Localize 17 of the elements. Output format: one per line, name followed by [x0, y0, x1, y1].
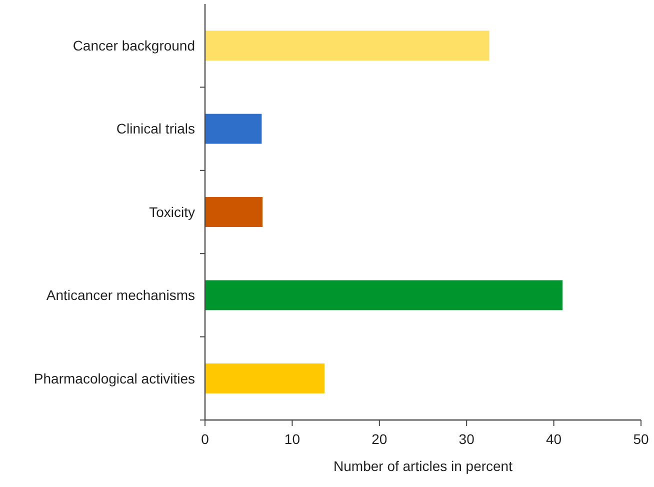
bar: [205, 363, 324, 394]
bar: [205, 280, 563, 310]
bar: [205, 197, 263, 227]
x-tick-label: 30: [458, 431, 475, 447]
x-axis-title: Number of articles in percent: [334, 458, 513, 474]
y-tick-label: Toxicity: [149, 204, 195, 220]
x-tick-label: 0: [201, 431, 210, 447]
y-tick-label: Pharmacological activities: [34, 370, 195, 386]
y-tick-label: Clinical trials: [116, 120, 195, 137]
x-tick-label: 20: [372, 431, 388, 447]
bar: [205, 114, 262, 144]
x-tick-label: 50: [633, 431, 649, 447]
bar: [205, 30, 490, 61]
x-tick-label: 40: [546, 431, 562, 447]
y-tick-label: Cancer background: [72, 38, 195, 54]
y-tick-label: Anticancer mechanisms: [46, 287, 195, 304]
x-tick-label: 10: [284, 431, 300, 447]
